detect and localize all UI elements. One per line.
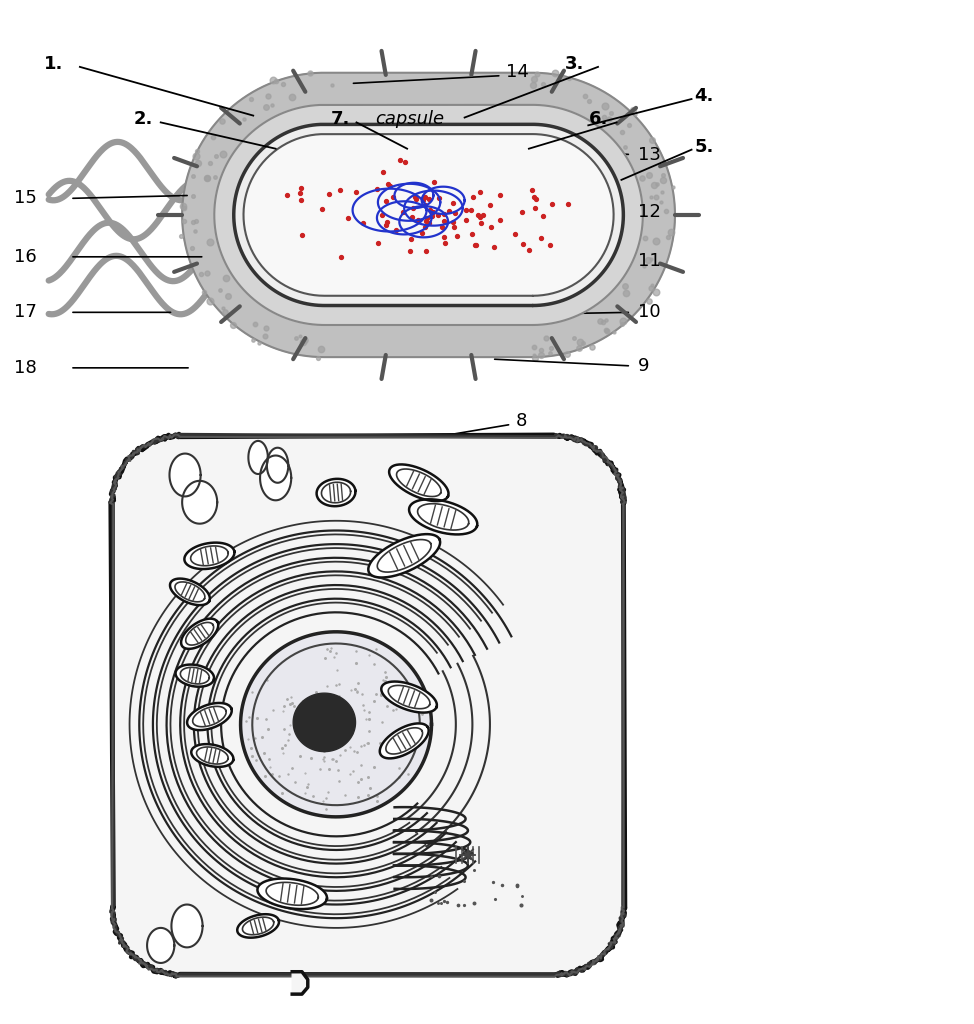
Polygon shape xyxy=(234,124,623,305)
Text: 3.: 3. xyxy=(565,55,584,73)
Polygon shape xyxy=(293,693,356,752)
Polygon shape xyxy=(147,928,174,963)
Text: 12: 12 xyxy=(638,203,660,221)
Polygon shape xyxy=(381,682,437,713)
Polygon shape xyxy=(187,702,232,730)
Polygon shape xyxy=(191,744,234,767)
Text: capsule: capsule xyxy=(375,111,444,128)
Polygon shape xyxy=(238,914,279,938)
Text: 18: 18 xyxy=(15,358,37,377)
Polygon shape xyxy=(267,447,288,482)
Text: 6.: 6. xyxy=(589,111,609,128)
Text: 17: 17 xyxy=(15,303,37,322)
Text: 14: 14 xyxy=(506,62,529,81)
Text: 4.: 4. xyxy=(694,87,714,105)
Text: 7.: 7. xyxy=(331,111,351,128)
Polygon shape xyxy=(214,104,643,325)
Text: 13: 13 xyxy=(638,145,660,164)
Text: 9: 9 xyxy=(638,357,650,375)
Polygon shape xyxy=(241,632,431,817)
Polygon shape xyxy=(181,618,218,649)
Polygon shape xyxy=(175,665,214,687)
Polygon shape xyxy=(169,454,201,497)
Polygon shape xyxy=(257,879,327,909)
Text: 8: 8 xyxy=(516,413,528,430)
Polygon shape xyxy=(182,481,217,523)
Text: 2.: 2. xyxy=(133,111,153,128)
Polygon shape xyxy=(380,723,429,759)
Polygon shape xyxy=(317,479,356,506)
Polygon shape xyxy=(390,465,448,501)
Polygon shape xyxy=(292,972,308,994)
Polygon shape xyxy=(409,500,477,535)
Polygon shape xyxy=(170,579,209,605)
Polygon shape xyxy=(184,543,235,569)
Text: 16: 16 xyxy=(15,248,37,266)
Text: 10: 10 xyxy=(638,303,660,322)
Polygon shape xyxy=(112,436,623,975)
Polygon shape xyxy=(171,904,203,947)
Polygon shape xyxy=(248,441,268,474)
Text: 15: 15 xyxy=(15,189,37,208)
Polygon shape xyxy=(182,73,675,357)
Text: 5.: 5. xyxy=(694,138,714,156)
Polygon shape xyxy=(368,535,440,578)
Text: 11: 11 xyxy=(638,252,660,269)
Text: 1.: 1. xyxy=(44,55,63,73)
Polygon shape xyxy=(260,456,291,501)
Polygon shape xyxy=(244,134,614,296)
